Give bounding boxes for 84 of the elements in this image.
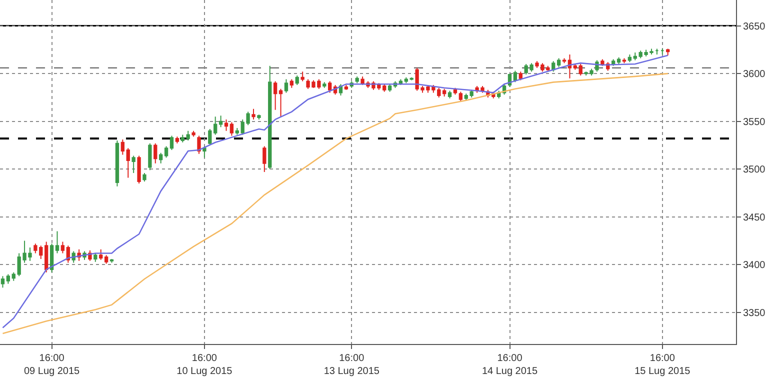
candlestick — [578, 64, 582, 76]
candlestick — [12, 272, 16, 282]
candlestick — [458, 91, 463, 102]
candlestick — [573, 64, 578, 70]
y-tick-label: 3550 — [743, 116, 766, 128]
candlestick — [322, 82, 326, 88]
candlestick — [344, 84, 348, 90]
candlestick — [273, 80, 278, 110]
candlestick — [278, 88, 283, 118]
candlestick — [633, 52, 637, 61]
candlestick — [164, 146, 168, 158]
candlestick — [410, 76, 414, 81]
candlestick — [470, 89, 474, 98]
candlestick — [50, 243, 54, 273]
candlestick — [180, 134, 184, 143]
candlestick — [235, 128, 239, 136]
candlestick — [622, 58, 626, 64]
candlestick — [0, 276, 5, 288]
candlestick — [115, 140, 120, 187]
candlestick — [99, 248, 103, 260]
candlestick — [104, 254, 108, 264]
y-tick-label: 3450 — [743, 212, 766, 224]
candlestick — [175, 136, 180, 144]
candlestick — [666, 48, 670, 56]
candlestick — [218, 115, 223, 128]
candlestick — [442, 88, 446, 98]
candlestick — [126, 148, 130, 178]
candlestick — [284, 78, 288, 94]
candlestick — [158, 152, 163, 164]
candlestick — [252, 108, 256, 120]
candlestick — [518, 71, 522, 81]
candlestick — [513, 70, 518, 83]
candlestick — [214, 116, 218, 136]
candlestick — [186, 130, 190, 141]
candlestick — [257, 114, 261, 120]
candlestick — [230, 122, 234, 136]
candlestick — [464, 93, 468, 101]
y-tick-label: 3500 — [743, 164, 766, 176]
candlestick — [568, 54, 572, 79]
candlestick — [300, 71, 304, 82]
candlestick — [224, 118, 228, 132]
candlestick — [448, 90, 452, 99]
candlestick — [142, 172, 146, 182]
x-tick-label: 16:00 09 Lug 2015 — [24, 353, 80, 377]
candlestick — [192, 130, 196, 138]
candlestick — [616, 56, 621, 65]
candlestick — [262, 146, 266, 172]
x-tick-label: 16:00 13 Lug 2015 — [324, 353, 380, 377]
candlestick — [382, 84, 386, 92]
candlestick — [628, 54, 632, 63]
candlestick — [556, 58, 561, 68]
candlestick — [94, 252, 98, 262]
candlestick — [120, 139, 124, 156]
candlestick — [132, 155, 136, 174]
candlestick — [197, 135, 201, 154]
candlestick — [170, 135, 174, 151]
y-tick-label: 3350 — [743, 308, 766, 319]
candlestick — [55, 230, 60, 254]
y-tick-label: 3400 — [743, 260, 766, 272]
candlestick — [110, 258, 114, 264]
candlestick — [398, 78, 403, 86]
y-tick-label: 3650 — [743, 21, 766, 32]
candlestick — [290, 78, 294, 88]
candlestick — [388, 84, 392, 92]
candlestick — [202, 146, 206, 158]
x-tick-label: 16:00 15 Lug 2015 — [634, 353, 691, 377]
candlestick — [44, 241, 48, 273]
candlestick — [295, 74, 299, 86]
candlestick — [208, 128, 212, 146]
y-tick-label: 3600 — [743, 69, 766, 80]
candlestick — [148, 142, 152, 171]
candlestick — [660, 48, 664, 55]
candlestick — [137, 155, 141, 184]
candlestick — [154, 142, 158, 164]
x-tick-label: 16:00 10 Lug 2015 — [176, 353, 233, 377]
candlestick — [60, 241, 65, 254]
candlestick — [6, 274, 10, 284]
x-tick-label: 16:00 14 Lug 2015 — [482, 353, 538, 377]
candlestick — [562, 58, 566, 64]
candlestick — [355, 76, 359, 84]
candlestick — [404, 76, 408, 84]
candlestick — [328, 80, 332, 94]
candlestick — [655, 48, 659, 55]
candlestick — [268, 65, 272, 170]
